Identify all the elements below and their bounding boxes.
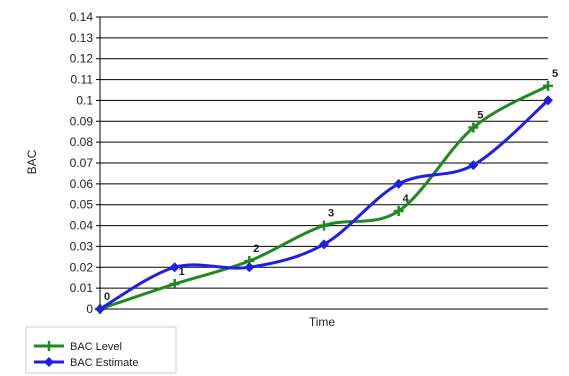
- data-point: [468, 160, 479, 171]
- point-labels: 0 1 2 3 4 5 5: [104, 68, 558, 303]
- y-tick-label: 0.02: [70, 260, 94, 274]
- data-point: [95, 304, 105, 314]
- point-label: 2: [253, 243, 259, 255]
- point-label: 3: [328, 208, 334, 220]
- legend-marker: [44, 341, 54, 351]
- data-point: [169, 262, 180, 273]
- y-tick-label: 0.06: [70, 177, 94, 191]
- legend-marker: [44, 357, 54, 367]
- gridlines: [96, 16, 548, 310]
- y-tick-label: 0.08: [70, 135, 94, 149]
- y-tick-label: 0.04: [70, 219, 94, 233]
- data-point: [393, 205, 404, 216]
- point-label: 5: [552, 68, 558, 80]
- series-bac-level: [95, 80, 553, 314]
- legend-entry: BAC Estimate: [34, 357, 138, 369]
- y-tick-label: 0.07: [70, 156, 94, 170]
- legend-label: BAC Estimate: [70, 357, 138, 369]
- y-tick-label: 0.05: [70, 198, 94, 212]
- axes: [99, 17, 548, 310]
- legend-box: [25, 326, 177, 374]
- point-label: 5: [477, 110, 483, 122]
- data-point: [244, 262, 255, 273]
- y-tick-label: 0.13: [70, 31, 94, 45]
- y-tick-labels: 0 0.01 0.02 0.03 0.04 0.05 0.06 0.07 0.08 0.09 0.1…: [70, 10, 94, 316]
- data-point: [393, 178, 404, 189]
- y-axis-label: BAC: [25, 149, 39, 174]
- data-point: [319, 220, 329, 231]
- legend: BAC Level BAC Estimate: [25, 326, 177, 374]
- point-label: 1: [179, 266, 185, 278]
- data-point: [543, 80, 553, 91]
- data-point: [319, 239, 329, 250]
- series-bac-estimate: [95, 95, 553, 314]
- y-tick-label: 0.1: [76, 93, 93, 107]
- data-point: [169, 278, 180, 289]
- x-axis-label: Time: [309, 315, 336, 329]
- series-layer: [95, 80, 553, 314]
- data-point: [468, 122, 479, 133]
- y-tick-label: 0.01: [70, 281, 94, 295]
- y-tick-label: 0.09: [70, 114, 94, 128]
- y-tick-label: 0.11: [71, 73, 94, 87]
- y-tick-label: 0: [86, 302, 93, 316]
- y-tick-label: 0.12: [70, 52, 94, 66]
- y-tick-label: 0.14: [70, 10, 94, 24]
- legend-label: BAC Level: [70, 341, 122, 353]
- y-tick-label: 0.03: [70, 239, 94, 253]
- point-label: 0: [104, 291, 110, 303]
- point-label: 4: [403, 193, 410, 205]
- data-point: [543, 95, 553, 106]
- legend-entry: BAC Level: [34, 341, 122, 353]
